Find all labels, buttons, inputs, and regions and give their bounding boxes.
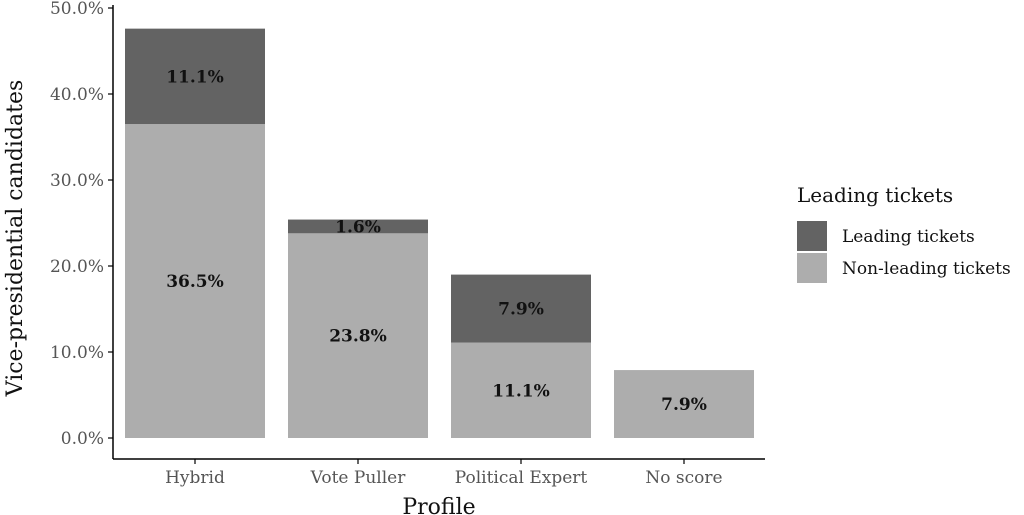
x-tick-label-vote-puller: Vote Puller — [310, 468, 407, 488]
bar-vote-puller-non-leading-tickets — [288, 233, 428, 438]
data-label-vote-puller-non-leading-tickets: 23.8% — [329, 327, 387, 347]
x-tick-label-no-score: No score — [645, 468, 722, 488]
y-tick-label: 10.0% — [50, 343, 104, 363]
data-label-vote-puller-leading-tickets: 1.6% — [335, 217, 381, 237]
bar-hybrid-non-leading-tickets — [125, 124, 265, 438]
legend-swatch-non-leading-tickets — [797, 253, 827, 283]
bar-political-expert-non-leading-tickets — [451, 342, 591, 438]
bar-vote-puller-leading-tickets — [288, 219, 428, 234]
data-label-no-score-non-leading-tickets: 7.9% — [661, 395, 707, 415]
y-tick-label: 20.0% — [50, 257, 104, 277]
y-tick-label: 30.0% — [50, 171, 104, 191]
y-tick-label: 50.0% — [50, 0, 104, 19]
x-tick-label-hybrid: Hybrid — [165, 468, 225, 488]
legend-label-leading-tickets: Leading tickets — [842, 227, 975, 247]
bar-no-score-non-leading-tickets — [614, 370, 754, 438]
x-tick-label-political-expert: Political Expert — [455, 468, 588, 488]
legend-label-non-leading-tickets: Non-leading tickets — [842, 259, 1011, 279]
data-label-hybrid-leading-tickets: 11.1% — [166, 67, 224, 87]
y-ticks-group: 0.0% 10.0% 20.0% 30.0% 40.0% 50.0% — [50, 0, 113, 449]
legend-title: Leading tickets — [797, 183, 953, 207]
bar-political-expert-leading-tickets — [451, 274, 591, 343]
legend: Leading tickets Leading tickets Non-leadi… — [797, 183, 1011, 283]
y-tick-label: 40.0% — [50, 85, 104, 105]
y-tick-label: 0.0% — [61, 429, 104, 449]
data-label-political-expert-non-leading-tickets: 11.1% — [492, 381, 550, 401]
bar-hybrid-leading-tickets — [125, 28, 265, 125]
bars-group — [125, 28, 754, 438]
legend-swatch-leading-tickets — [797, 221, 827, 251]
data-label-hybrid-non-leading-tickets: 36.5% — [166, 272, 224, 292]
y-axis-title: Vice-presidential candidates — [3, 80, 28, 398]
data-labels-group: 36.5% 11.1% 23.8% 1.6% 11.1% 7.9% 7.9% — [166, 67, 707, 415]
x-axis-title: Profile — [402, 495, 475, 515]
x-ticks-group: Hybrid Vote Puller Political Expert No scor… — [165, 459, 723, 488]
legend-entries: Leading tickets Non-leading tickets — [797, 221, 1011, 283]
data-label-political-expert-leading-tickets: 7.9% — [498, 300, 544, 320]
